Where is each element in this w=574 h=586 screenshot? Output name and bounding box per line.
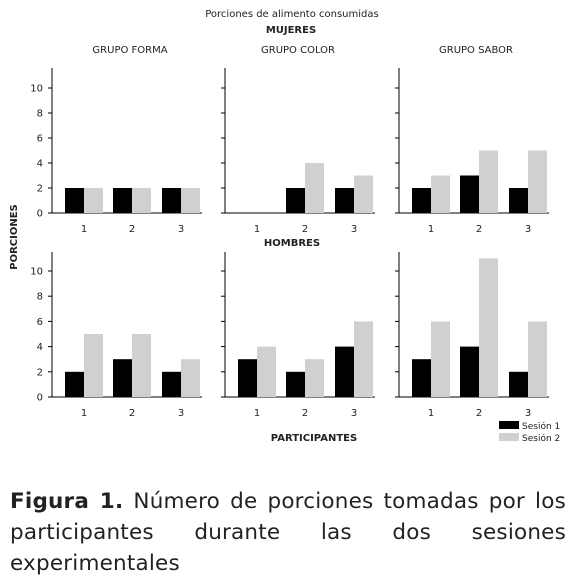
bar	[65, 188, 84, 213]
bar	[528, 321, 547, 397]
bar	[181, 188, 200, 213]
x-tick-label: 1	[428, 408, 434, 419]
x-tick-label: 3	[525, 224, 531, 235]
bar	[257, 346, 276, 397]
x-tick-label: 1	[81, 408, 87, 419]
bar	[181, 359, 200, 397]
bar	[305, 163, 324, 213]
bar	[509, 371, 528, 397]
bar	[65, 371, 84, 397]
bar	[479, 258, 498, 397]
bar	[132, 334, 151, 397]
x-axis-label: PARTICIPANTES	[271, 433, 357, 444]
bar	[412, 188, 431, 213]
bar	[335, 188, 354, 213]
bar	[286, 188, 305, 213]
x-tick-label: 3	[351, 224, 357, 235]
bar	[431, 321, 450, 397]
bar	[412, 359, 431, 397]
y-tick-label: 2	[37, 184, 43, 195]
bar	[238, 359, 257, 397]
x-tick-label: 1	[254, 224, 260, 235]
y-axis-label: PORCIONES	[9, 204, 20, 270]
chart-title: Porciones de alimento consumidas	[205, 9, 378, 20]
panel-title: GRUPO FORMA	[92, 45, 167, 56]
panel-title: GRUPO COLOR	[261, 45, 335, 56]
bar	[84, 334, 103, 397]
x-tick-label: 2	[476, 408, 482, 419]
y-tick-label: 8	[37, 109, 43, 120]
x-tick-label: 2	[302, 224, 308, 235]
caption-text: Número de porciones tomadas por los part…	[10, 489, 566, 576]
x-tick-label: 3	[525, 408, 531, 419]
x-tick-label: 3	[351, 408, 357, 419]
bar	[431, 175, 450, 213]
caption-label: Figura 1.	[10, 489, 124, 514]
legend-label: Sesión 1	[522, 421, 560, 432]
x-tick-label: 3	[178, 408, 184, 419]
legend-swatch	[499, 421, 519, 429]
bar	[162, 371, 181, 397]
y-tick-label: 6	[37, 134, 43, 145]
bar	[132, 188, 151, 213]
y-tick-label: 0	[37, 209, 43, 220]
bar	[460, 175, 479, 213]
x-tick-label: 2	[476, 224, 482, 235]
bar	[162, 188, 181, 213]
bar	[509, 188, 528, 213]
y-tick-label: 4	[37, 159, 43, 170]
bar	[460, 346, 479, 397]
legend-label: Sesión 2	[522, 433, 560, 444]
figure-caption: Figura 1. Número de porciones tomadas po…	[10, 486, 566, 579]
x-tick-label: 2	[302, 408, 308, 419]
y-tick-label: 6	[37, 317, 43, 328]
bar	[286, 371, 305, 397]
y-tick-label: 4	[37, 342, 43, 353]
x-tick-label: 1	[428, 224, 434, 235]
panel-title: GRUPO SABOR	[439, 45, 513, 56]
y-tick-label: 10	[30, 267, 43, 278]
bar	[84, 188, 103, 213]
bar	[113, 188, 132, 213]
y-tick-label: 0	[37, 393, 43, 404]
x-tick-label: 1	[81, 224, 87, 235]
bar	[354, 321, 373, 397]
legend-swatch	[499, 433, 519, 441]
x-tick-label: 3	[178, 224, 184, 235]
bar	[479, 150, 498, 213]
row-label-mujeres: MUJERES	[266, 25, 316, 36]
y-tick-label: 8	[37, 292, 43, 303]
bar	[305, 359, 324, 397]
y-tick-label: 2	[37, 367, 43, 378]
x-tick-label: 2	[129, 408, 135, 419]
x-tick-label: 1	[254, 408, 260, 419]
bar	[335, 346, 354, 397]
chart: Porciones de alimento consumidas MUJERES H…	[9, 9, 560, 444]
bar	[528, 150, 547, 213]
bar	[354, 175, 373, 213]
y-tick-label: 10	[30, 84, 43, 95]
row-label-hombres: HOMBRES	[264, 238, 320, 249]
bar	[113, 359, 132, 397]
x-tick-label: 2	[129, 224, 135, 235]
